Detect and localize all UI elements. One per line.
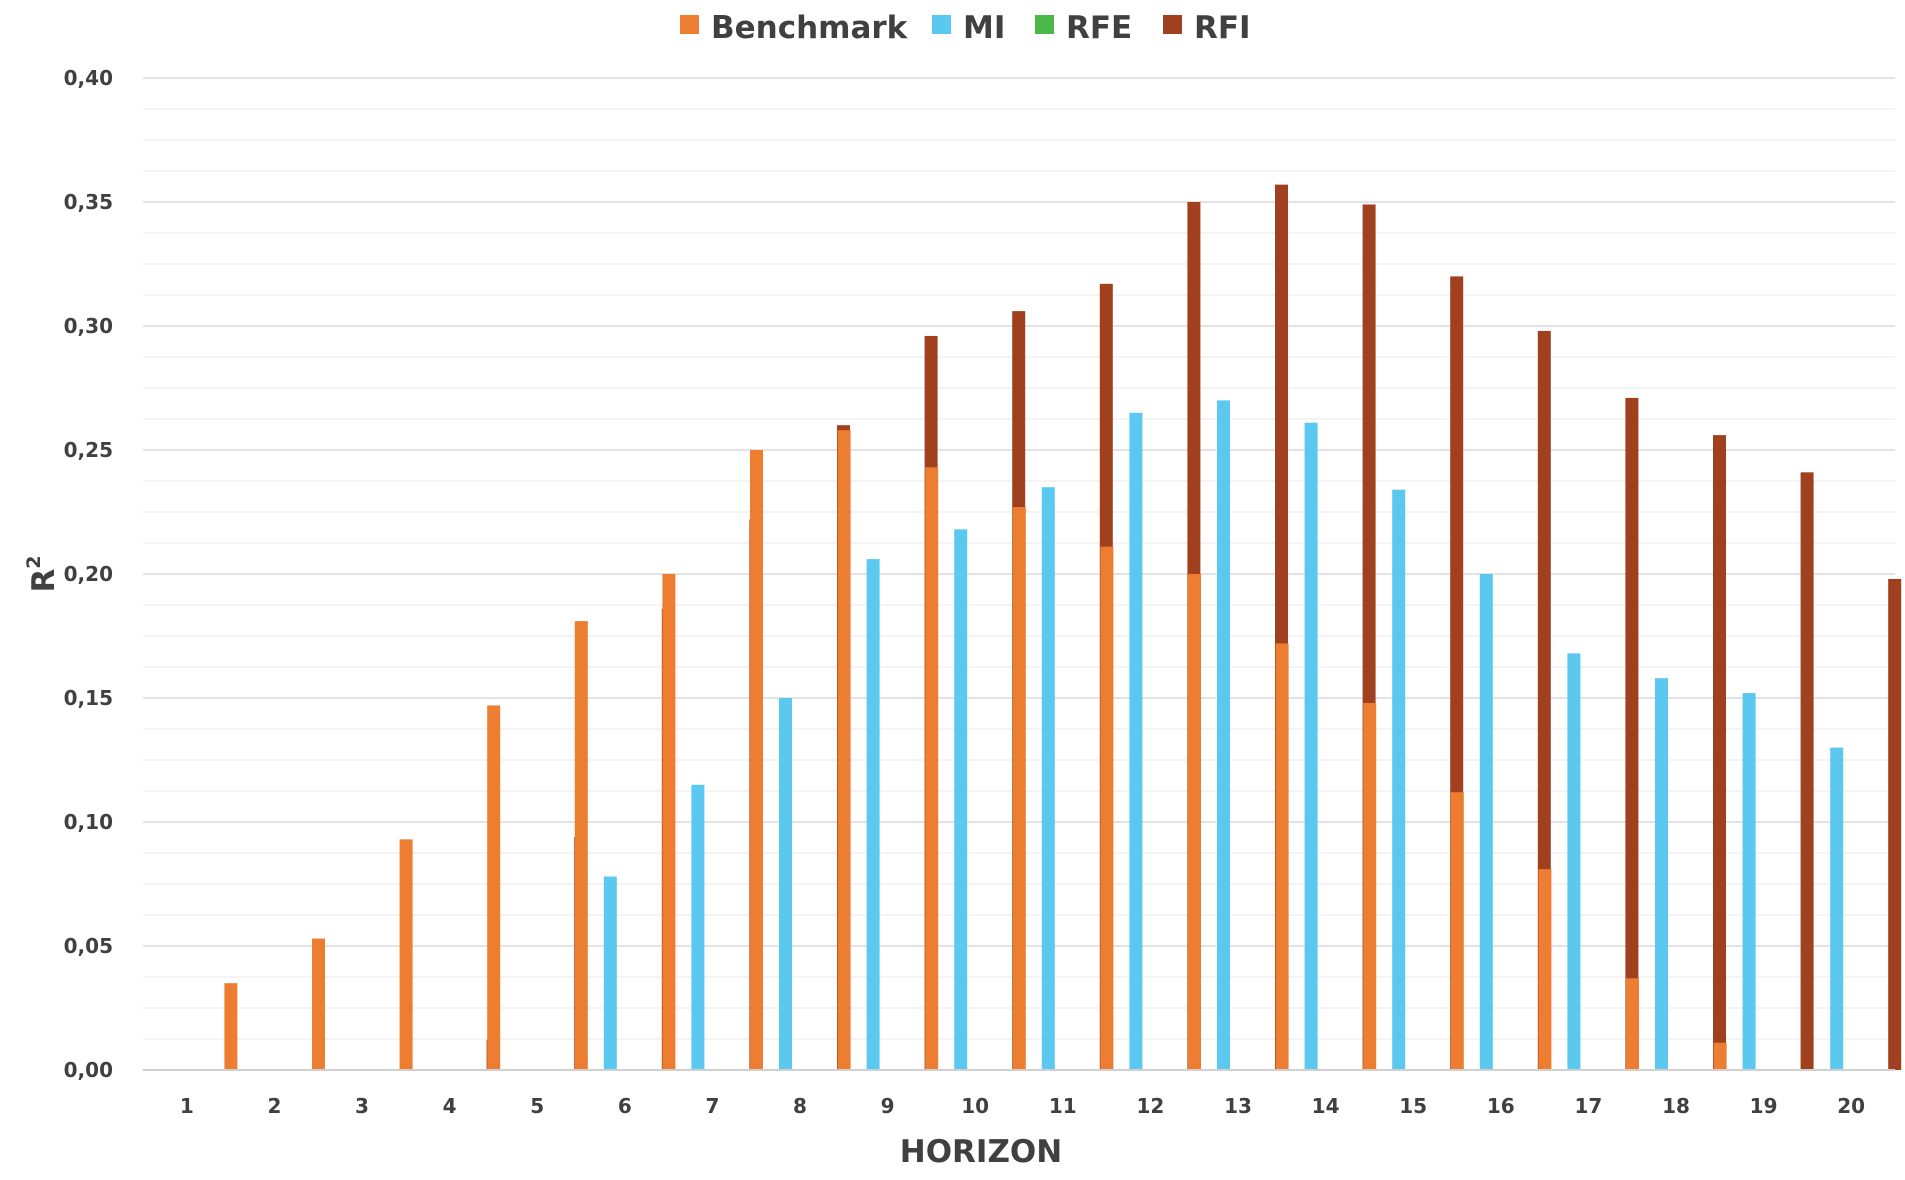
- bar-mi-9: [866, 559, 880, 1070]
- legend-swatch-benchmark: [680, 15, 699, 34]
- x-tick-label: 1: [180, 1094, 194, 1118]
- x-tick-label: 4: [443, 1094, 457, 1118]
- y-tick-label: 0,15: [64, 686, 113, 710]
- bar-benchmark-13: [1188, 574, 1201, 1070]
- y-axis-title-text: R2: [23, 555, 62, 592]
- bar-mi-7: [691, 784, 705, 1070]
- x-tick-label: 5: [530, 1094, 544, 1118]
- bar-mi-18: [1655, 678, 1668, 1070]
- y-axis-title: R2: [23, 555, 62, 592]
- x-tick-label: 15: [1399, 1094, 1427, 1118]
- bar-benchmark-16: [1450, 792, 1464, 1070]
- axis-titles: HORIZON R2: [23, 555, 1062, 1170]
- bar-benchmark-11: [1012, 507, 1026, 1070]
- bar-benchmark-15: [1363, 702, 1377, 1070]
- bar-mi-12: [1129, 412, 1143, 1070]
- x-tick-label: 7: [705, 1094, 719, 1118]
- bar-benchmark-5: [487, 705, 501, 1070]
- y-tick-label: 0,10: [64, 810, 113, 834]
- bar-mi-11: [1041, 487, 1055, 1070]
- bar-mi-14: [1304, 422, 1318, 1071]
- y-axis-title-superscript: 2: [23, 555, 45, 568]
- y-tick-label: 0,35: [64, 190, 113, 214]
- legend-label-rfi: RFI: [1194, 10, 1251, 46]
- bar-mi-6: [603, 876, 617, 1070]
- bar-benchmark-6: [574, 621, 588, 1070]
- x-tick-label: 12: [1136, 1094, 1164, 1118]
- x-tick-label: 10: [961, 1094, 989, 1118]
- y-tick-label: 0,25: [64, 438, 113, 462]
- y-axis-title-base: R: [26, 569, 62, 593]
- x-tick-label: 3: [355, 1094, 369, 1118]
- bar-benchmark-19: [1713, 1042, 1727, 1070]
- x-tick-label: 13: [1224, 1094, 1252, 1118]
- legend-swatch-rfe: [1035, 15, 1054, 34]
- x-tick-label: 18: [1662, 1094, 1690, 1118]
- x-tick-label: 11: [1049, 1094, 1077, 1118]
- bar-mi-13: [1217, 400, 1230, 1070]
- y-tick-label: 0,00: [64, 1058, 113, 1082]
- bar-rfi-17: [1625, 397, 1639, 1070]
- legend-label-rfe: RFE: [1066, 10, 1132, 46]
- bar-rfi-18: [1713, 435, 1726, 1070]
- x-tick-label: 14: [1312, 1094, 1340, 1118]
- bar-benchmark-17: [1538, 869, 1552, 1070]
- legend-swatch-rfi: [1163, 15, 1182, 34]
- x-tick-label: 8: [793, 1094, 807, 1118]
- legend: Benchmark MI RFE RFI: [680, 10, 1251, 46]
- bar-benchmark-2: [224, 983, 238, 1070]
- axes: 0,000,050,100,150,200,250,300,350,401 2 3 4…: [64, 66, 1895, 1118]
- bar-mi-20: [1830, 747, 1844, 1070]
- bar-rfi-20: [1888, 578, 1902, 1070]
- bar-benchmark-3: [312, 938, 325, 1070]
- bar-benchmark-10: [925, 467, 939, 1070]
- bar-mi-16: [1479, 574, 1493, 1070]
- legend-label-benchmark: Benchmark: [711, 10, 909, 46]
- y-tick-label: 0,40: [64, 66, 113, 90]
- x-tick-label: 16: [1487, 1094, 1515, 1118]
- legend-label-mi: MI: [963, 10, 1005, 46]
- y-tick-label: 0,30: [64, 314, 113, 338]
- x-tick-label: 6: [618, 1094, 632, 1118]
- bar-benchmark-18: [1626, 978, 1639, 1070]
- bar-mi-8: [779, 698, 792, 1070]
- x-tick-label: 9: [881, 1094, 895, 1118]
- bar-benchmark-9: [837, 430, 851, 1070]
- legend-swatch-mi: [932, 15, 951, 34]
- bar-mi-15: [1392, 489, 1406, 1070]
- x-tick-label: 17: [1574, 1094, 1602, 1118]
- x-tick-label: 20: [1837, 1094, 1865, 1118]
- bar-mi-19: [1742, 693, 1756, 1070]
- bar-rfi-19: [1800, 472, 1814, 1070]
- x-tick-label: 19: [1750, 1094, 1778, 1118]
- bar-benchmark-12: [1100, 546, 1114, 1070]
- bar-benchmark-14: [1275, 643, 1289, 1070]
- y-tick-label: 0,05: [64, 934, 113, 958]
- bar-mi-17: [1567, 653, 1581, 1070]
- x-tick-label: 2: [267, 1094, 281, 1118]
- bar-benchmark-4: [399, 839, 413, 1070]
- bar-benchmark-8: [750, 450, 763, 1070]
- x-axis-title: HORIZON: [900, 1134, 1062, 1170]
- bars: [224, 184, 1902, 1071]
- bar-benchmark-7: [662, 574, 676, 1070]
- bar-mi-10: [954, 529, 968, 1070]
- y-tick-label: 0,20: [64, 562, 113, 586]
